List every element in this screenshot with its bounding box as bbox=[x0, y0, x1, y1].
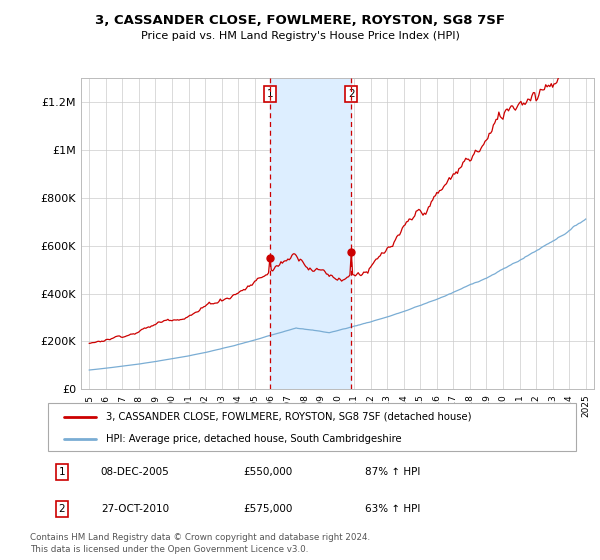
Bar bbox=[270, 78, 351, 389]
Text: 3, CASSANDER CLOSE, FOWLMERE, ROYSTON, SG8 7SF: 3, CASSANDER CLOSE, FOWLMERE, ROYSTON, S… bbox=[95, 14, 505, 27]
Text: £575,000: £575,000 bbox=[244, 504, 293, 514]
Text: 1: 1 bbox=[266, 89, 273, 99]
Text: 3, CASSANDER CLOSE, FOWLMERE, ROYSTON, SG8 7SF (detached house): 3, CASSANDER CLOSE, FOWLMERE, ROYSTON, S… bbox=[106, 412, 472, 422]
Text: 63% ↑ HPI: 63% ↑ HPI bbox=[365, 504, 420, 514]
Text: 1: 1 bbox=[59, 467, 65, 477]
Text: 08-DEC-2005: 08-DEC-2005 bbox=[101, 467, 170, 477]
Text: HPI: Average price, detached house, South Cambridgeshire: HPI: Average price, detached house, Sout… bbox=[106, 434, 402, 444]
Text: 27-OCT-2010: 27-OCT-2010 bbox=[101, 504, 169, 514]
Text: £550,000: £550,000 bbox=[244, 467, 293, 477]
FancyBboxPatch shape bbox=[48, 403, 576, 451]
Text: 2: 2 bbox=[59, 504, 65, 514]
Text: Contains HM Land Registry data © Crown copyright and database right 2024.
This d: Contains HM Land Registry data © Crown c… bbox=[30, 533, 370, 554]
Text: 87% ↑ HPI: 87% ↑ HPI bbox=[365, 467, 420, 477]
Text: 2: 2 bbox=[348, 89, 355, 99]
Text: Price paid vs. HM Land Registry's House Price Index (HPI): Price paid vs. HM Land Registry's House … bbox=[140, 31, 460, 41]
